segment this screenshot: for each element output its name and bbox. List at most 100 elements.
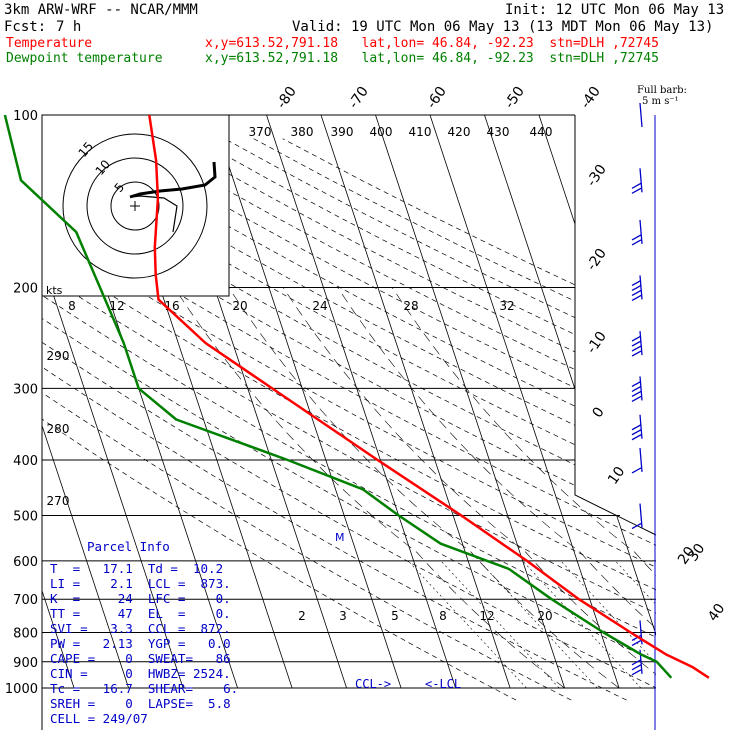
dry-adiabat-line: [195, 138, 656, 701]
wind-barb-tick: [631, 429, 642, 436]
model-title: 3km ARW-WRF -- NCAR/MMM: [4, 2, 198, 18]
init-time: Init: 12 UTC Mon 06 May 13: [505, 2, 725, 18]
forecast-label: Fcst:: [4, 19, 47, 35]
wind-barb-tick: [631, 385, 642, 392]
temperature-legend-label: Temperature: [6, 36, 93, 51]
pressure-tick-label: 200: [13, 281, 38, 296]
isotherm-label: -20: [584, 246, 610, 274]
dry-adiabat-label: 440: [530, 125, 553, 139]
wind-barb-tick: [631, 380, 642, 387]
wind-barb-tick: [631, 234, 642, 241]
wind-barb-tick: [631, 424, 642, 431]
pressure-tick-label: 600: [13, 555, 38, 570]
moist-adiabat-line: [228, 287, 620, 689]
pressure-tick-label: 400: [13, 454, 38, 469]
pressure-tick-label: 800: [13, 626, 38, 641]
lcl-marker: <-LCL: [425, 677, 461, 691]
temperature-line: [148, 114, 710, 679]
mixing-ratio-line: [522, 560, 642, 689]
parcel-info-row: PW = 2.13 YGP = 0.0: [50, 636, 231, 651]
mixing-ratio-label: 8: [439, 609, 447, 623]
isotherm-label: -50: [502, 84, 528, 112]
wind-barb-shaft: [639, 447, 643, 473]
parcel-info-row: SVI = 3.3 CCL = 872.: [50, 621, 231, 636]
mixing-ratio-line: [440, 560, 560, 689]
wind-barb-tick: [631, 294, 642, 302]
wind-legend-unit: 5 m s⁻¹: [642, 96, 679, 107]
parcel-info-row: T = 17.1 Td = 10.2: [50, 561, 224, 576]
mixing-ratio-label: 12: [479, 609, 494, 623]
pressure-tick-label: 700: [13, 593, 38, 608]
parcel-info-row: SREH = 0 LAPSE= 5.8: [50, 696, 231, 711]
parcel-info-row: CELL = 249/07: [50, 711, 148, 726]
wind-barb-tick: [631, 634, 642, 642]
wind-barb-tick: [631, 350, 642, 357]
wind-barb-tick: [631, 279, 642, 287]
mixing-ratio-label: 24: [312, 299, 327, 313]
isotherm-line: [42, 115, 129, 689]
dry-adiabat-label: 410: [409, 125, 432, 139]
wind-barb-shaft: [639, 275, 643, 300]
isotherm-line: [266, 115, 456, 689]
dewpoint-location-info: x,y=613.52,791.18 lat,lon= 46.84, -92.23…: [205, 51, 659, 66]
parcel-info-row: CAPE = 0 SWEAT= 86: [50, 651, 231, 666]
mixing-ratio-label: 20: [232, 299, 247, 313]
hodograph-unit-label: kts: [46, 284, 63, 297]
wind-barb-tick: [631, 434, 642, 441]
mixing-ratio-label: 5: [391, 609, 399, 623]
pressure-tick-label: 900: [13, 656, 38, 671]
pressure-tick-label: 300: [13, 382, 38, 397]
wind-barb-shaft: [639, 503, 643, 528]
wind-barb-shaft: [639, 330, 643, 356]
dry-adiabat-line: [166, 138, 656, 701]
dry-adiabat-line: [42, 138, 656, 701]
wind-barb-tick: [631, 669, 642, 676]
wind-barb-shaft: [639, 102, 643, 128]
mixing-ratio-label: 28: [403, 299, 418, 313]
hodograph-ring: [110, 181, 160, 231]
wind-barb-tick: [631, 284, 642, 292]
dry-adiabat-label: 430: [487, 125, 510, 139]
isotherm-label: 0: [590, 404, 608, 420]
isotherm-label: 40: [705, 601, 728, 625]
m-marker: M: [335, 531, 345, 544]
wind-barb-tick: [631, 467, 642, 474]
isotherm-label: -60: [424, 84, 450, 112]
dry-adiabat-line: [42, 138, 656, 701]
isotherm-label: -10: [584, 329, 610, 357]
isotherm-line: [42, 115, 75, 689]
right-boundary: [574, 115, 657, 536]
dry-adiabat-line: [42, 138, 572, 701]
parcel-info-title: Parcel Info: [87, 539, 170, 554]
wind-barb-tick: [631, 390, 642, 397]
moist-adiabat-line: [337, 287, 656, 689]
pressure-tick-label: 100: [13, 109, 38, 124]
wind-barb-tick: [631, 395, 642, 402]
dry-adiabat-label: 390: [331, 125, 354, 139]
dry-adiabat-line: [42, 138, 656, 701]
isotherm-line: [538, 115, 656, 689]
dewpoint-line: [3, 114, 673, 679]
isotherm-label: 10: [605, 464, 628, 488]
dry-adiabat-line: [42, 138, 517, 701]
pressure-tick-label: 1000: [5, 682, 38, 697]
wind-barb-tick: [631, 522, 642, 530]
wind-barb-tick: [631, 664, 642, 671]
isotherm-line: [320, 115, 511, 689]
wind-barb-tick: [631, 289, 642, 297]
mixing-ratio-line: [478, 560, 598, 689]
dry-adiabat-label: 270: [47, 494, 70, 508]
wind-legend-title: Full barb:: [637, 85, 687, 96]
valid-time: Valid: 19 UTC Mon 06 May 13 (13 MDT Mon …: [292, 19, 714, 35]
mixing-ratio-label: 3: [339, 609, 347, 623]
isotherm-label: -70: [346, 84, 372, 112]
isotherm-line: [647, 115, 656, 689]
wind-barb-tick: [631, 659, 642, 666]
hodograph-ring: [62, 133, 208, 279]
mixing-ratio-label: 8: [68, 299, 76, 313]
pressure-tick-label: 500: [13, 510, 38, 525]
hodograph-upper-trace: [129, 161, 217, 199]
dry-adiabat-label: 400: [370, 125, 393, 139]
temperature-location-info: x,y=613.52,791.18 lat,lon= 46.84, -92.23…: [205, 36, 659, 51]
